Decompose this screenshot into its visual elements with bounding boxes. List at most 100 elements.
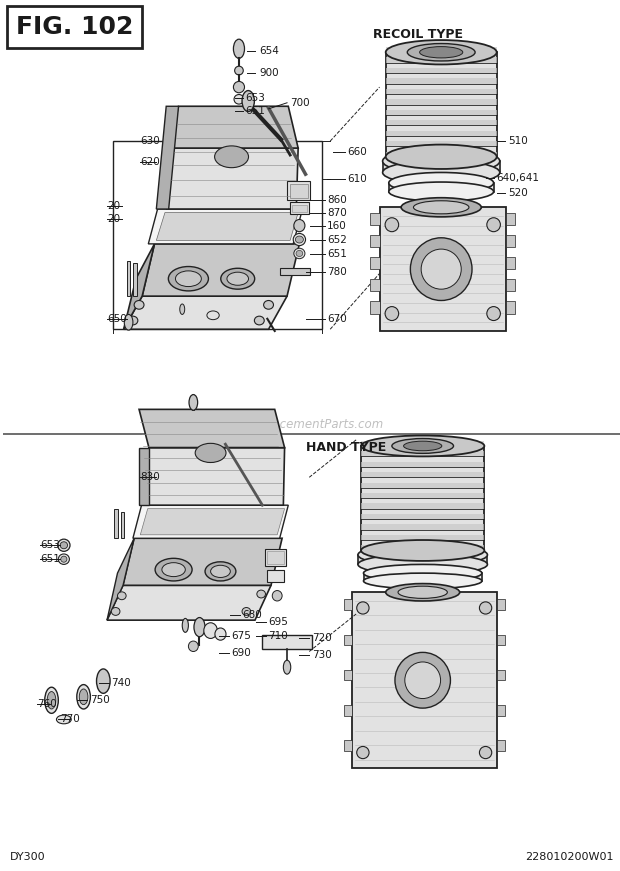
Polygon shape [169,106,298,148]
Bar [343,634,352,645]
Bar [267,570,284,582]
Ellipse shape [479,746,492,759]
Ellipse shape [56,715,71,724]
Ellipse shape [128,316,138,325]
Bar [290,202,309,214]
Bar [497,740,505,751]
Bar [506,213,515,225]
Ellipse shape [234,95,244,104]
Text: 651: 651 [246,106,265,117]
Ellipse shape [389,182,494,201]
Ellipse shape [118,592,126,600]
Ellipse shape [227,272,249,286]
Bar [358,555,487,564]
Text: 20: 20 [107,200,120,211]
Polygon shape [156,106,179,209]
Text: 650: 650 [107,314,126,324]
Ellipse shape [405,662,441,699]
Text: 652: 652 [327,235,347,246]
Bar [126,261,130,296]
Ellipse shape [169,267,208,291]
Text: 860: 860 [327,195,347,206]
Polygon shape [280,268,311,275]
Ellipse shape [221,268,255,289]
Ellipse shape [421,249,461,289]
Ellipse shape [385,218,399,232]
Ellipse shape [363,564,482,582]
Polygon shape [123,538,282,585]
Text: 653: 653 [246,92,265,103]
Bar [506,235,515,247]
Bar [113,141,322,329]
Ellipse shape [361,436,484,456]
Ellipse shape [242,91,254,111]
Ellipse shape [479,602,492,614]
Ellipse shape [404,441,442,451]
Ellipse shape [60,542,68,549]
Ellipse shape [97,669,110,693]
Ellipse shape [385,307,399,321]
Text: 770: 770 [60,714,80,725]
Polygon shape [142,244,299,296]
Bar [262,635,312,649]
Ellipse shape [358,544,487,566]
Ellipse shape [215,146,249,168]
Bar [506,257,515,269]
Bar [343,706,352,716]
Ellipse shape [61,557,67,563]
Ellipse shape [45,687,58,713]
Ellipse shape [264,300,273,309]
Ellipse shape [79,689,88,705]
Bar [292,205,307,212]
Ellipse shape [410,238,472,300]
Text: 780: 780 [327,267,347,277]
Bar [497,599,505,610]
Text: 651: 651 [40,554,60,564]
Bar [370,301,379,314]
Text: 710: 710 [268,631,288,641]
Polygon shape [148,209,303,244]
Bar [370,257,379,269]
Ellipse shape [233,82,244,93]
Ellipse shape [392,438,453,453]
Polygon shape [139,409,285,448]
Ellipse shape [401,198,481,217]
Ellipse shape [205,562,236,581]
Ellipse shape [293,233,306,246]
Ellipse shape [272,591,282,601]
Polygon shape [379,207,506,331]
Text: 760: 760 [37,699,57,709]
Ellipse shape [386,584,459,601]
Polygon shape [148,448,285,505]
Ellipse shape [294,219,305,232]
Bar [343,599,352,610]
Ellipse shape [242,608,250,615]
Text: 900: 900 [259,68,279,78]
Text: 620: 620 [140,157,160,167]
Ellipse shape [257,591,265,598]
Bar [361,446,484,550]
Text: 870: 870 [327,207,347,218]
Ellipse shape [389,172,494,193]
Polygon shape [107,585,271,620]
Ellipse shape [162,563,185,577]
Text: 720: 720 [312,632,332,643]
Ellipse shape [294,248,305,259]
Text: 20: 20 [107,214,120,225]
Text: 750: 750 [90,695,110,706]
Ellipse shape [295,236,303,243]
Text: RECOIL TYPE: RECOIL TYPE [373,29,463,41]
Ellipse shape [395,652,451,708]
Text: 690: 690 [231,648,251,658]
Bar [363,573,482,581]
Ellipse shape [155,558,192,581]
Ellipse shape [356,746,369,759]
Ellipse shape [407,44,475,61]
Polygon shape [133,505,288,538]
Ellipse shape [195,443,226,463]
Ellipse shape [77,685,91,709]
Ellipse shape [211,565,230,577]
Text: HAND TYPE: HAND TYPE [306,442,386,454]
Ellipse shape [204,623,218,638]
Bar [497,670,505,680]
